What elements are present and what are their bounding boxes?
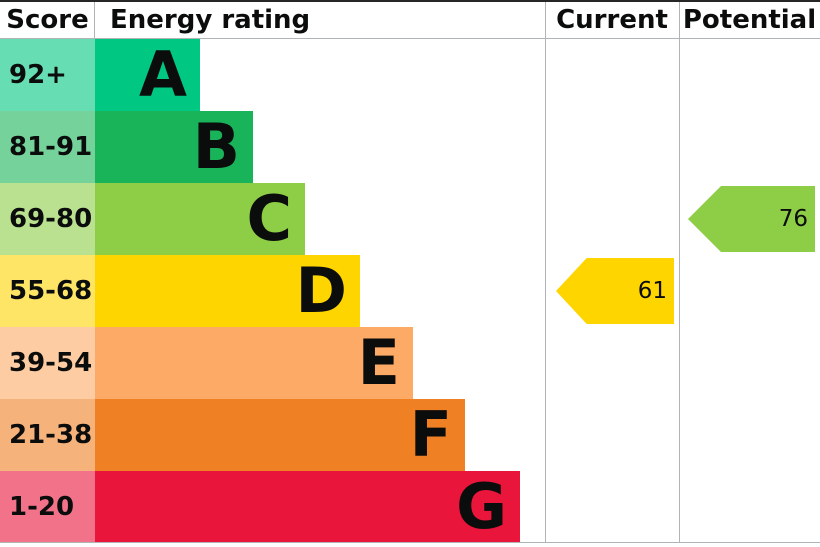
band-row-b: 81-91 B (0, 111, 253, 183)
potential-column-header: Potential (682, 4, 817, 35)
score-rating-header-divider (94, 2, 95, 38)
energy-rating-column-header: Energy rating (110, 4, 311, 35)
band-d-bar: D (95, 255, 360, 327)
score-column-header: Score (6, 4, 89, 35)
band-d-score-range: 55-68 (0, 255, 95, 327)
band-f-score-range: 21-38 (0, 399, 95, 471)
band-d-letter: D (295, 254, 347, 327)
band-row-e: 39-54 E (0, 327, 413, 399)
band-e-score-range: 39-54 (0, 327, 95, 399)
current-column-divider (545, 2, 546, 543)
band-g-bar: G (95, 471, 520, 543)
band-row-a: 92+ A (0, 39, 200, 111)
potential-rating-value: 76 (778, 205, 808, 232)
band-b-bar: B (95, 111, 253, 183)
band-c-score-range: 69-80 (0, 183, 95, 255)
potential-rating-arrow: 76 (688, 186, 815, 252)
potential-column-divider (679, 2, 680, 543)
band-f-letter: F (409, 398, 452, 471)
band-a-bar: A (95, 39, 200, 111)
current-rating-arrow: 61 (556, 258, 674, 324)
band-b-letter: B (192, 110, 240, 183)
band-c-letter: C (246, 182, 292, 255)
band-g-score-range: 1-20 (0, 471, 95, 543)
band-f-bar: F (95, 399, 465, 471)
header-bottom-rule (0, 38, 820, 39)
band-row-g: 1-20 G (0, 471, 520, 543)
band-row-d: 55-68 D (0, 255, 360, 327)
current-rating-value: 61 (637, 277, 667, 304)
band-e-bar: E (95, 327, 413, 399)
chart-bottom-rule (0, 542, 820, 543)
band-a-letter: A (139, 38, 187, 111)
band-a-score-range: 92+ (0, 39, 95, 111)
band-row-f: 21-38 F (0, 399, 465, 471)
band-row-c: 69-80 C (0, 183, 305, 255)
band-e-letter: E (357, 326, 400, 399)
band-c-bar: C (95, 183, 305, 255)
band-g-letter: G (456, 470, 507, 543)
band-b-score-range: 81-91 (0, 111, 95, 183)
current-column-header: Current (556, 4, 668, 35)
